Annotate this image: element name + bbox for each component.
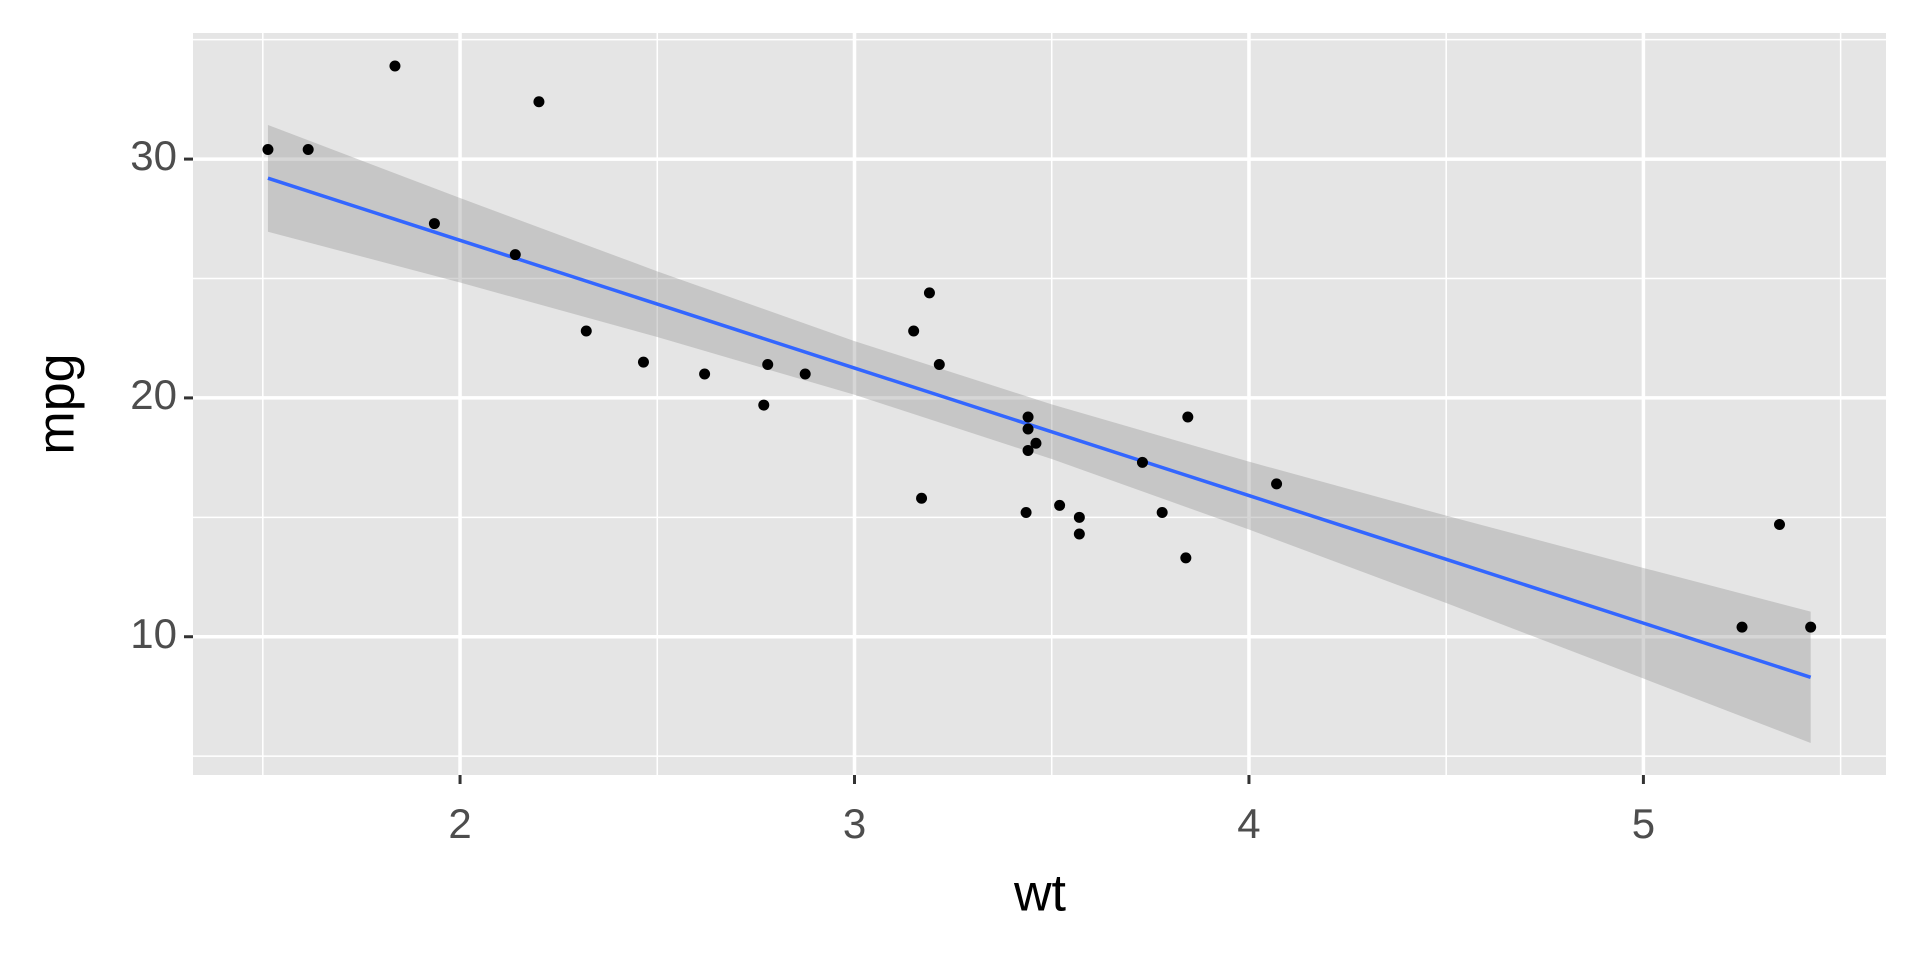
- point: [799, 368, 811, 380]
- point: [262, 144, 274, 156]
- fit-line: [267, 176, 1812, 679]
- confidence-band: [267, 124, 1811, 743]
- point: [1073, 528, 1085, 540]
- x-tick-label: 2: [448, 800, 471, 847]
- point: [1073, 511, 1085, 523]
- y-axis-title: mpg: [28, 353, 86, 454]
- point: [637, 356, 649, 368]
- point: [1805, 621, 1817, 633]
- point: [1773, 518, 1785, 530]
- x-tick-label: 4: [1237, 800, 1260, 847]
- x-tick-label: 5: [1632, 800, 1655, 847]
- y-tick-label: 20: [130, 371, 177, 418]
- point: [933, 358, 945, 370]
- point: [1054, 499, 1066, 511]
- point: [1022, 423, 1034, 435]
- point: [1736, 621, 1748, 633]
- y-tick-label: 30: [130, 132, 177, 179]
- point: [389, 60, 401, 72]
- point: [923, 287, 935, 299]
- point: [302, 144, 314, 156]
- point: [699, 368, 711, 380]
- y-tick-label: 10: [130, 610, 177, 657]
- point: [1271, 478, 1283, 490]
- panel: [193, 33, 1886, 775]
- x-tick-label: 3: [843, 800, 866, 847]
- point: [1022, 411, 1034, 423]
- point: [509, 249, 521, 261]
- point: [580, 325, 592, 337]
- point: [916, 492, 928, 504]
- point: [1030, 437, 1042, 449]
- point: [1180, 552, 1192, 564]
- point: [762, 358, 774, 370]
- point: [428, 218, 440, 230]
- plot-layer: [193, 33, 1886, 775]
- point: [1182, 411, 1194, 423]
- point: [758, 399, 770, 411]
- point: [1020, 507, 1032, 519]
- point: [908, 325, 920, 337]
- point: [1022, 444, 1034, 456]
- point: [1136, 456, 1148, 468]
- point: [1156, 507, 1168, 519]
- x-axis-title: wt: [1013, 865, 1067, 923]
- point: [533, 96, 545, 108]
